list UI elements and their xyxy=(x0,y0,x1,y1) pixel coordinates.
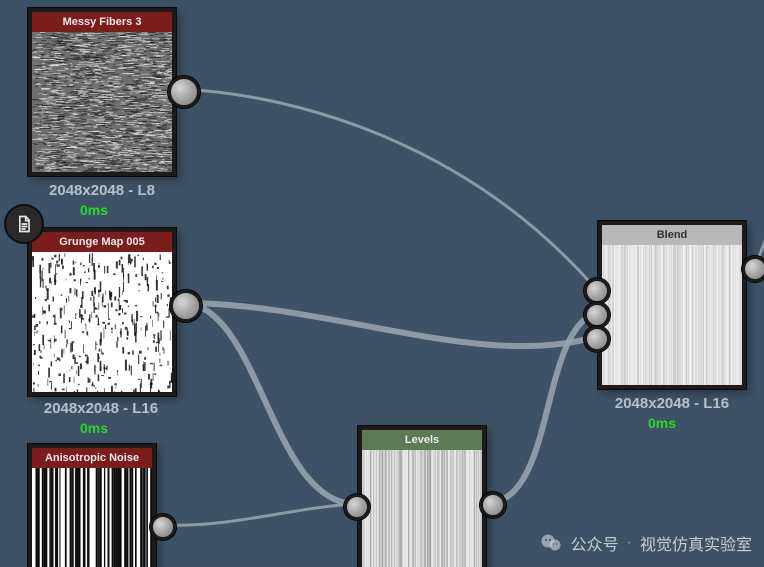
connection-wire[interactable] xyxy=(181,89,595,288)
node-preview xyxy=(602,245,742,385)
port-aniso-out[interactable] xyxy=(150,514,176,540)
node-preview xyxy=(362,450,482,567)
node-timing-fibers: 0ms xyxy=(80,202,108,218)
port-fibers-out[interactable] xyxy=(168,76,200,108)
node-title: Grunge Map 005 xyxy=(32,232,172,252)
node-info-grunge: 2048x2048 - L16 xyxy=(16,400,186,417)
port-blend-out[interactable] xyxy=(742,256,764,282)
connection-wire[interactable] xyxy=(183,303,354,504)
node-preview xyxy=(32,468,152,567)
node-title: Blend xyxy=(602,225,742,245)
node-anisotropic-noise[interactable]: Anisotropic Noise xyxy=(28,444,156,567)
node-messy-fibers[interactable]: Messy Fibers 3 xyxy=(28,8,176,176)
node-grunge-map[interactable]: Grunge Map 005 xyxy=(28,228,176,396)
watermark-text: 视觉仿真实验室 xyxy=(640,531,752,555)
node-preview xyxy=(32,32,172,172)
node-title: Anisotropic Noise xyxy=(32,448,152,468)
connection-wire[interactable] xyxy=(183,303,595,346)
port-blend-in-1[interactable] xyxy=(584,278,610,304)
watermark: 公众号 · 视觉仿真实验室 xyxy=(539,531,752,555)
port-blend-in-2[interactable] xyxy=(584,302,610,328)
node-blend[interactable]: Blend xyxy=(598,221,746,389)
port-blend-in-3[interactable] xyxy=(584,326,610,352)
document-icon[interactable] xyxy=(4,204,44,244)
node-preview xyxy=(32,252,172,392)
connection-wire[interactable] xyxy=(161,504,354,525)
node-title: Messy Fibers 3 xyxy=(32,12,172,32)
node-levels[interactable]: Levels xyxy=(358,426,486,567)
port-levels-in[interactable] xyxy=(344,494,370,520)
node-graph-canvas[interactable]: Messy Fibers 3 2048x2048 - L8 0ms Grunge… xyxy=(0,0,764,567)
node-timing-blend: 0ms xyxy=(648,415,676,431)
node-info-blend: 2048x2048 - L16 xyxy=(582,395,762,412)
connection-wire[interactable] xyxy=(491,313,595,503)
node-info-fibers: 2048x2048 - L8 xyxy=(22,182,182,199)
watermark-prefix: 公众号 xyxy=(571,531,619,555)
port-grunge-out[interactable] xyxy=(170,290,202,322)
wechat-icon xyxy=(539,531,563,555)
watermark-dot: · xyxy=(627,534,632,552)
node-title: Levels xyxy=(362,430,482,450)
port-levels-out[interactable] xyxy=(480,492,506,518)
node-timing-grunge: 0ms xyxy=(80,420,108,436)
